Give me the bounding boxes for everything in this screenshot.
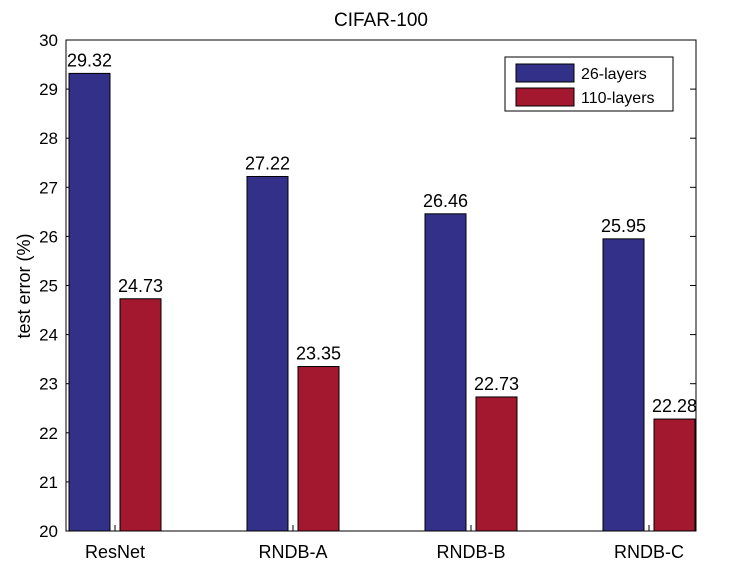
legend-label-110-layers: 110-layers — [581, 90, 655, 107]
bars — [68, 72, 696, 532]
x-tick-label: RNDB-A — [258, 542, 327, 562]
data-label: 22.28 — [652, 396, 697, 416]
y-tick-label: 20 — [39, 522, 58, 541]
data-label: 29.32 — [67, 50, 112, 70]
y-tick-label: 24 — [39, 326, 58, 345]
x-tick-label: ResNet — [85, 542, 145, 562]
bar-26-layers-RNDB-C — [602, 238, 645, 532]
data-label: 26.46 — [423, 191, 468, 211]
y-tick-label: 26 — [39, 227, 58, 246]
y-tick-label: 30 — [39, 31, 58, 50]
x-axis-labels: ResNet RNDB-A RNDB-B RNDB-C — [85, 525, 684, 562]
legend: 26-layers 110-layers — [504, 56, 674, 112]
y-tick-label: 23 — [39, 375, 58, 394]
bar-26-layers-ResNet — [68, 72, 111, 532]
y-tick-label: 25 — [39, 277, 58, 296]
x-tick-label: RNDB-B — [436, 542, 505, 562]
bar-110-layers-RNDB-C — [653, 418, 696, 532]
bar-110-layers-RNDB-A — [297, 366, 340, 532]
chart-title: CIFAR-100 — [334, 10, 428, 31]
plot-frame — [65, 39, 697, 532]
legend-swatch-110-layers — [515, 87, 575, 107]
bar-110-layers-ResNet — [119, 298, 162, 532]
data-label: 27.22 — [245, 153, 290, 173]
data-labels: 29.32 24.73 27.22 23.35 26.46 22.73 25.95 22.28 — [67, 50, 697, 416]
y-tick-label: 28 — [39, 129, 58, 148]
y-axis-label: test error (%) — [14, 233, 34, 338]
legend-swatch-26-layers — [515, 63, 575, 83]
data-label: 24.73 — [118, 276, 163, 296]
y-tick-label: 21 — [39, 473, 58, 492]
bar-26-layers-RNDB-A — [246, 175, 289, 532]
y-tick-label: 22 — [39, 424, 58, 443]
y-tick-label: 29 — [39, 80, 58, 99]
data-label: 22.73 — [474, 374, 519, 394]
bar-26-layers-RNDB-B — [424, 213, 467, 532]
data-label: 23.35 — [296, 344, 341, 364]
data-label: 25.95 — [601, 216, 646, 236]
y-tick-label: 27 — [39, 178, 58, 197]
legend-label-26-layers: 26-layers — [581, 66, 647, 83]
bar-110-layers-RNDB-B — [475, 396, 518, 532]
x-tick-label: RNDB-C — [614, 542, 684, 562]
